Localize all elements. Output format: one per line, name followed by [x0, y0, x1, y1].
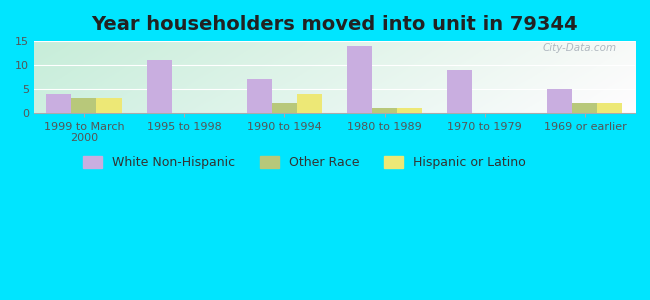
Bar	[297, 94, 322, 113]
Bar	[447, 70, 472, 113]
Bar	[96, 98, 122, 113]
Bar	[146, 60, 172, 113]
Bar	[597, 103, 623, 113]
Bar	[247, 79, 272, 113]
Bar	[547, 89, 573, 113]
Bar	[46, 94, 72, 113]
Text: City-Data.com: City-Data.com	[543, 43, 617, 53]
Title: Year householders moved into unit in 79344: Year householders moved into unit in 793…	[91, 15, 578, 34]
Bar	[573, 103, 597, 113]
Bar	[397, 108, 422, 113]
Legend: White Non-Hispanic, Other Race, Hispanic or Latino: White Non-Hispanic, Other Race, Hispanic…	[78, 151, 530, 174]
Bar	[272, 103, 297, 113]
Bar	[372, 108, 397, 113]
Bar	[72, 98, 96, 113]
Bar	[347, 46, 372, 113]
